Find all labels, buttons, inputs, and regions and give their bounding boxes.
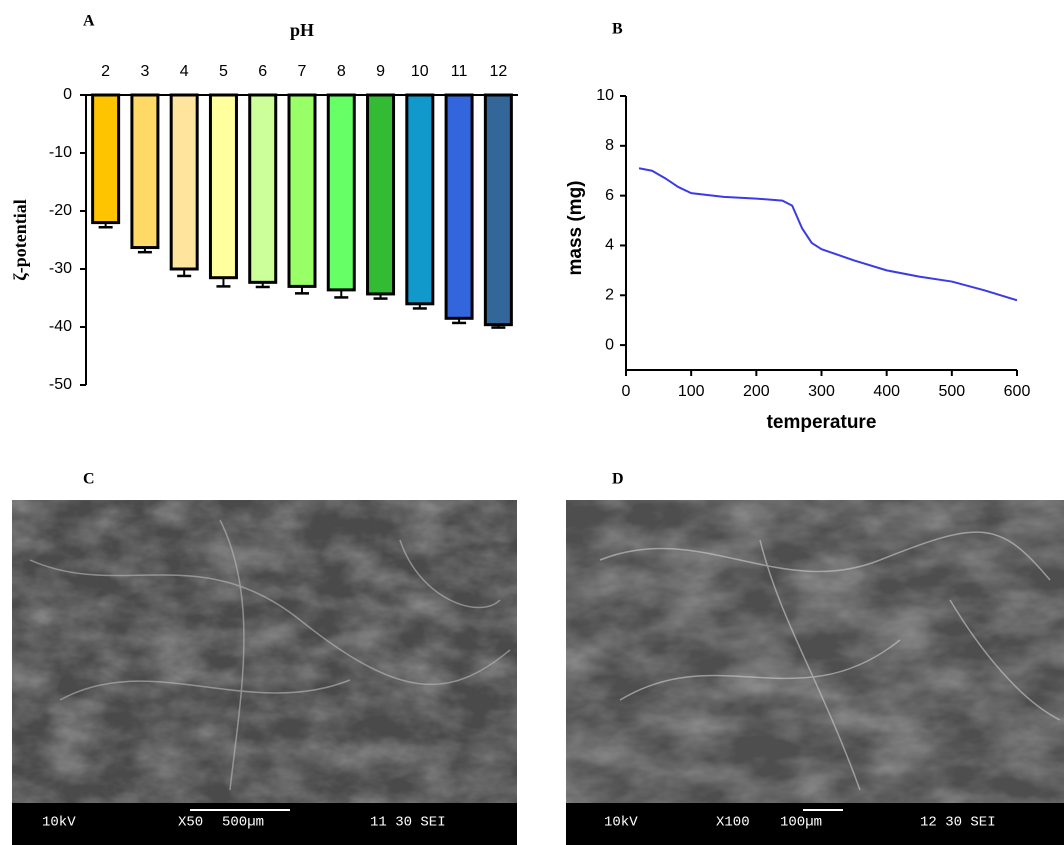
y-tick-label: -30 [49, 260, 72, 277]
bar [91, 93, 121, 225]
sem-info: 12 30 SEI [920, 815, 996, 831]
y-tick-label: -10 [49, 144, 72, 161]
y-tick-label: -40 [49, 318, 72, 335]
x-tick-label: 4 [180, 63, 189, 80]
bar [169, 93, 199, 271]
bar [444, 93, 474, 320]
bar [483, 93, 513, 327]
x-axis-title: pH [290, 20, 314, 40]
y-tick-label: -50 [49, 376, 72, 393]
x-tick-label: 600 [1004, 383, 1031, 400]
x-tick-label: 3 [140, 63, 149, 80]
sem-info: 500µm [222, 815, 264, 831]
bar [248, 93, 278, 284]
x-tick-label: 12 [489, 63, 507, 80]
x-tick-label: 400 [873, 383, 900, 400]
y-tick-label: 6 [605, 187, 614, 204]
x-tick-label: 7 [298, 63, 307, 80]
x-tick-label: 9 [376, 63, 385, 80]
sem-info: 11 30 SEI [370, 815, 446, 831]
bar [130, 93, 160, 250]
sem-info: X100 [716, 815, 750, 831]
x-tick-label: 200 [743, 383, 770, 400]
y-tick-label: -20 [49, 202, 72, 219]
y-tick-label: 0 [605, 336, 614, 353]
x-tick-label: 8 [337, 63, 346, 80]
y-tick-label: 0 [63, 86, 72, 103]
x-tick-label: 100 [678, 383, 705, 400]
bar [287, 93, 317, 288]
sem-image [12, 500, 517, 845]
panel-label: C [83, 471, 95, 488]
bar [208, 93, 238, 280]
x-tick-label: 11 [451, 63, 468, 80]
x-tick-label: 6 [258, 63, 267, 80]
line [638, 167, 1018, 302]
sem-image [566, 500, 1064, 845]
sem-info: 10kV [604, 815, 638, 831]
x-tick-label: 10 [411, 63, 429, 80]
y-tick-label: 8 [605, 137, 614, 154]
sem-info: X50 [178, 815, 203, 831]
y-axis-title: ζ-potential [10, 199, 30, 280]
bar [405, 93, 435, 306]
sem-info: 100µm [780, 815, 822, 831]
x-tick-label: 500 [938, 383, 965, 400]
bar [366, 93, 396, 296]
sem-info: 10kV [42, 815, 76, 831]
y-axis-title: mass (mg) [565, 180, 586, 275]
y-tick-label: 2 [605, 286, 614, 303]
panel-label: A [83, 13, 95, 30]
y-tick-label: 4 [605, 237, 614, 254]
x-tick-label: 5 [219, 63, 228, 80]
x-tick-label: 2 [101, 63, 110, 80]
y-tick-label: 10 [596, 87, 614, 104]
x-axis-title: temperature [767, 412, 877, 433]
bar [326, 93, 356, 292]
panel-label: D [612, 471, 624, 488]
x-tick-label: 300 [808, 383, 835, 400]
x-tick-label: 0 [622, 383, 631, 400]
panel-label: B [612, 21, 623, 38]
